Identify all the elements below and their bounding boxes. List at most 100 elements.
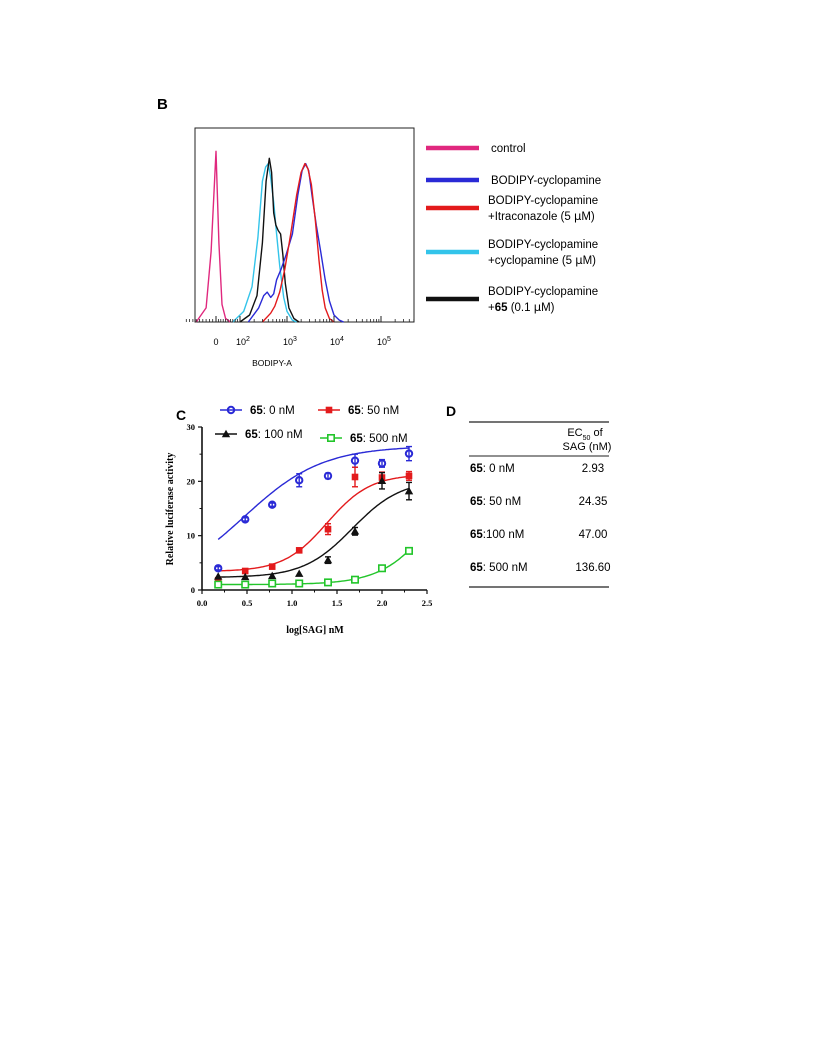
legend-label-black: +65 (0.1 μM) (488, 300, 555, 314)
tick-exponent: 2 (246, 336, 250, 343)
legend-text-segment: μ (574, 209, 582, 223)
panel-c-letter: C (176, 407, 186, 423)
histogram-x-tick-label: 105 (377, 336, 391, 347)
tick-exponent: 5 (387, 336, 391, 343)
row-compound: 65 (470, 496, 483, 508)
legend-bold: 65 (348, 405, 361, 417)
table-row-label: 65: 500 nM (470, 562, 528, 574)
row-concentration: : 500 nM (483, 562, 528, 574)
legend-label-cyan: +cyclopamine (5 μM) (488, 253, 596, 267)
data-point-blue (323, 471, 333, 481)
histogram-x-tick-label: 104 (330, 336, 344, 347)
legend-label-control: control (491, 143, 526, 155)
legend-text-segment: 65 (495, 302, 508, 314)
data-point-red (351, 473, 359, 481)
legend-label-black: BODIPY-cyclopamine (488, 286, 598, 298)
data-point-red (214, 576, 222, 584)
tick-base: 10 (236, 337, 246, 347)
table-row-label: 65: 0 nM (470, 463, 515, 475)
data-point-red (295, 547, 303, 554)
x-tick-label: 0.5 (242, 598, 253, 608)
histogram-curve-cyan (232, 162, 297, 323)
dose-response-points (214, 445, 414, 589)
data-point-black (241, 572, 250, 581)
data-point-blue (295, 476, 304, 485)
tick-exponent: 3 (293, 336, 297, 343)
table-row-label: 65:100 nM (470, 529, 524, 541)
legend-text-segment: BODIPY-cyclopamine (488, 195, 598, 207)
legend-text-segment: μ (534, 300, 542, 314)
data-point-green (404, 546, 413, 555)
data-point-black (268, 571, 277, 580)
legend-text-segment: +cyclopamine (5 (488, 255, 575, 267)
legend-label-red: 65: 50 nM (348, 405, 399, 417)
legend-rest: : 100 nM (258, 429, 303, 441)
legend-text-segment: M) (581, 211, 595, 223)
legend-marker-black (221, 429, 231, 438)
fit-curve-blue (217, 447, 410, 540)
legend-rest: : 50 nM (361, 405, 399, 417)
legend-rest: : 500 nM (363, 433, 408, 445)
tick-base: 10 (283, 337, 293, 347)
legend-text-segment: M) (541, 302, 555, 314)
table-header-line1: EC50 of (567, 427, 603, 442)
row-concentration: : 50 nM (483, 496, 521, 508)
fit-curve-black (218, 487, 410, 578)
tick-base: 10 (377, 337, 387, 347)
legend-label-red: BODIPY-cyclopamine (488, 195, 598, 207)
histogram-frame (194, 127, 415, 323)
histogram-curve-blue (247, 162, 344, 323)
fit-curve-green (218, 549, 410, 586)
data-point-black (295, 569, 304, 577)
row-concentration: :100 nM (483, 529, 525, 541)
legend-marker-green (326, 433, 335, 442)
row-compound: 65 (470, 529, 483, 541)
legend-label-green: 65: 500 nM (350, 433, 408, 445)
panel-d-letter: D (446, 403, 456, 419)
x-tick-label: 2.0 (377, 598, 388, 608)
dose-response-x-axis-label: log[SAG] nM (286, 625, 344, 636)
data-point-green (241, 580, 250, 589)
histogram-x-tick-label: 0 (213, 337, 218, 347)
histogram-x-axis-label: BODIPY-A (252, 358, 292, 368)
data-point-green (295, 579, 304, 588)
tick-base: 10 (330, 337, 340, 347)
legend-bold: 65 (245, 429, 258, 441)
data-point-black (350, 527, 360, 535)
data-point-red (405, 472, 413, 480)
histogram-curves (195, 150, 344, 323)
panel-b-letter: B (157, 96, 168, 113)
histogram-x-tick-label: 103 (283, 336, 297, 347)
legend-label-cyan: BODIPY-cyclopamine (488, 239, 598, 251)
table-row-value: 136.60 (575, 562, 610, 574)
legend-marker-blue (226, 405, 236, 415)
histogram-chart: 0 102 103 104 105 BODIPY-A controlBODIPY-cyc… (185, 127, 601, 368)
data-point-green (323, 578, 332, 587)
legend-rest: : 0 nM (263, 405, 295, 417)
tick-exponent: 4 (340, 336, 344, 343)
legend-text-segment: M) (583, 255, 597, 267)
legend-text-segment: control (491, 143, 526, 155)
data-point-blue (404, 449, 414, 458)
legend-marker-red (325, 406, 333, 414)
x-tick-label: 1.5 (332, 598, 343, 608)
legend-text-segment: BODIPY-cyclopamine (491, 175, 601, 187)
legend-label-blue: 65: 0 nM (250, 405, 295, 417)
histogram-x-ticks: 0 102 103 104 105 (185, 316, 415, 347)
histogram-curve-control (195, 150, 231, 323)
histogram-x-tick-label: 102 (236, 336, 250, 347)
y-tick-label: 0 (191, 585, 195, 595)
data-point-black (323, 555, 333, 564)
data-point-green (268, 579, 277, 588)
y-tick-label: 30 (187, 422, 196, 432)
data-point-blue (377, 459, 387, 468)
x-tick-label: 1.0 (287, 598, 298, 608)
data-point-black (404, 486, 414, 495)
legend-bold: 65 (350, 433, 363, 445)
data-point-green (214, 580, 223, 589)
